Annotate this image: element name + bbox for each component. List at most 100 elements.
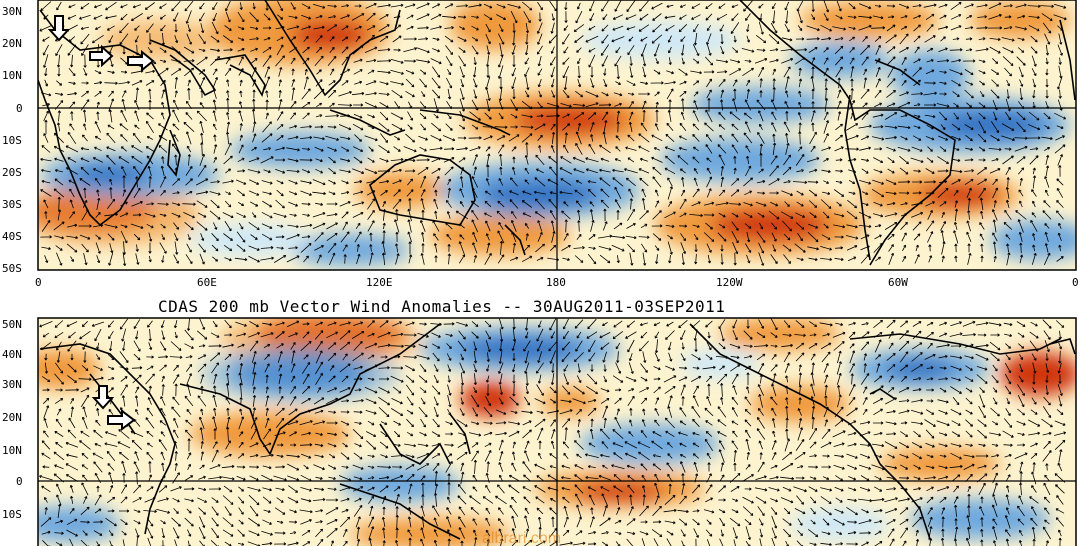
wind-vector-arrow bbox=[692, 123, 700, 131]
wind-vector-arrow bbox=[561, 245, 571, 251]
wind-vector-arrow bbox=[949, 169, 963, 174]
wind-vector-arrow bbox=[432, 37, 440, 41]
wind-vector-arrow bbox=[744, 396, 752, 406]
wind-vector-arrow bbox=[534, 463, 546, 470]
wind-vector-arrow bbox=[1003, 443, 1013, 447]
wind-vector-arrow bbox=[706, 33, 712, 45]
wind-vector-arrow bbox=[42, 388, 50, 392]
wind-vector-arrow bbox=[252, 2, 256, 10]
wind-vector-arrow bbox=[1058, 89, 1062, 99]
wind-vector-arrow bbox=[770, 22, 778, 34]
wind-vector-arrow bbox=[444, 3, 454, 9]
wind-vector-arrow bbox=[497, 484, 505, 494]
wind-vector-arrow bbox=[275, 407, 285, 417]
wind-vector-arrow bbox=[432, 3, 441, 9]
wind-vector-arrow bbox=[757, 417, 765, 429]
bottom-lat-label: 10N bbox=[2, 444, 22, 457]
wind-vector-arrow bbox=[351, 13, 365, 21]
wind-vector-arrow bbox=[328, 179, 336, 185]
wind-vector-arrow bbox=[184, 0, 194, 12]
wind-vector-arrow bbox=[706, 188, 712, 198]
wind-vector-arrow bbox=[226, 426, 230, 442]
wind-vector-arrow bbox=[405, 321, 415, 326]
wind-vector-arrow bbox=[757, 506, 765, 517]
wind-vector-arrow bbox=[600, 342, 610, 350]
wind-vector-arrow bbox=[992, 387, 998, 393]
wind-vector-arrow bbox=[355, 222, 361, 230]
wind-vector-arrow bbox=[795, 342, 805, 350]
wind-vector-arrow bbox=[810, 76, 815, 90]
wind-vector-arrow bbox=[57, 503, 62, 518]
wind-vector-arrow bbox=[1004, 515, 1011, 529]
wind-vector-arrow bbox=[705, 222, 713, 230]
wind-vector-arrow bbox=[913, 114, 921, 118]
wind-vector-arrow bbox=[485, 146, 491, 152]
wind-vector-arrow bbox=[367, 476, 375, 480]
wind-vector-arrow bbox=[420, 123, 426, 131]
wind-vector-arrow bbox=[326, 518, 338, 525]
wind-vector-arrow bbox=[585, 102, 599, 108]
wind-vector-arrow bbox=[286, 255, 300, 263]
wind-vector-arrow bbox=[83, 351, 87, 363]
wind-vector-arrow bbox=[1056, 409, 1064, 415]
wind-vector-arrow bbox=[979, 233, 985, 241]
wind-vector-arrow bbox=[693, 385, 699, 395]
wind-vector-arrow bbox=[1030, 321, 1038, 327]
wind-vector-arrow bbox=[524, 57, 530, 65]
wind-vector-arrow bbox=[587, 542, 597, 546]
wind-vector-arrow bbox=[873, 157, 884, 163]
wind-vector-arrow bbox=[1001, 135, 1015, 142]
wind-vector-arrow bbox=[147, 46, 153, 54]
wind-vector-arrow bbox=[822, 332, 830, 337]
wind-vector-arrow bbox=[329, 46, 335, 53]
wind-vector-arrow bbox=[511, 451, 516, 461]
wind-vector-arrow bbox=[925, 201, 935, 207]
wind-vector-arrow bbox=[820, 506, 832, 516]
wind-vector-arrow bbox=[654, 482, 660, 496]
wind-vector-arrow bbox=[913, 169, 921, 173]
wind-vector-arrow bbox=[937, 187, 949, 198]
wind-vector-arrow bbox=[549, 453, 557, 459]
wind-vector-arrow bbox=[1054, 439, 1066, 450]
wind-vector-arrow bbox=[54, 157, 64, 162]
wind-vector-arrow bbox=[692, 395, 699, 407]
wind-vector-arrow bbox=[498, 397, 504, 405]
wind-vector-arrow bbox=[159, 364, 167, 372]
wind-vector-arrow bbox=[913, 430, 921, 438]
wind-vector-arrow bbox=[484, 442, 492, 448]
wind-vector-arrow bbox=[367, 332, 375, 337]
wind-vector-arrow bbox=[754, 487, 768, 492]
wind-vector-arrow bbox=[664, 494, 676, 505]
wind-vector-arrow bbox=[861, 322, 869, 326]
wind-vector-arrow bbox=[691, 375, 702, 382]
wind-vector-arrow bbox=[210, 35, 220, 43]
wind-vector-arrow bbox=[54, 362, 64, 374]
wind-vector-arrow bbox=[433, 374, 439, 384]
wind-vector-arrow bbox=[288, 246, 298, 250]
wind-vector-arrow bbox=[473, 363, 478, 373]
wind-vector-arrow bbox=[275, 417, 285, 429]
wind-vector-arrow bbox=[239, 397, 243, 405]
wind-vector-arrow bbox=[926, 366, 934, 370]
wind-vector-arrow bbox=[521, 200, 533, 208]
wind-vector-arrow bbox=[980, 517, 984, 527]
wind-vector-arrow bbox=[222, 212, 234, 219]
down-arrow-icon bbox=[47, 15, 71, 42]
bottom-annotation-arrows bbox=[91, 385, 136, 431]
wind-vector-arrow bbox=[485, 233, 490, 241]
wind-vector-arrow bbox=[1055, 135, 1065, 141]
wind-vector-arrow bbox=[508, 134, 520, 142]
wind-vector-arrow bbox=[785, 428, 789, 440]
wind-vector-arrow bbox=[496, 14, 507, 20]
wind-vector-arrow bbox=[329, 102, 335, 108]
wind-vector-arrow bbox=[692, 134, 700, 142]
wind-vector-arrow bbox=[248, 530, 260, 537]
wind-vector-arrow bbox=[341, 465, 349, 469]
wind-vector-arrow bbox=[381, 252, 386, 266]
wind-vector-arrow bbox=[964, 89, 974, 99]
wind-vector-arrow bbox=[446, 507, 452, 515]
wind-vector-arrow bbox=[590, 78, 595, 88]
wind-vector-arrow bbox=[339, 387, 351, 393]
wind-vector-arrow bbox=[1017, 395, 1025, 408]
wind-vector-arrow bbox=[755, 475, 767, 480]
